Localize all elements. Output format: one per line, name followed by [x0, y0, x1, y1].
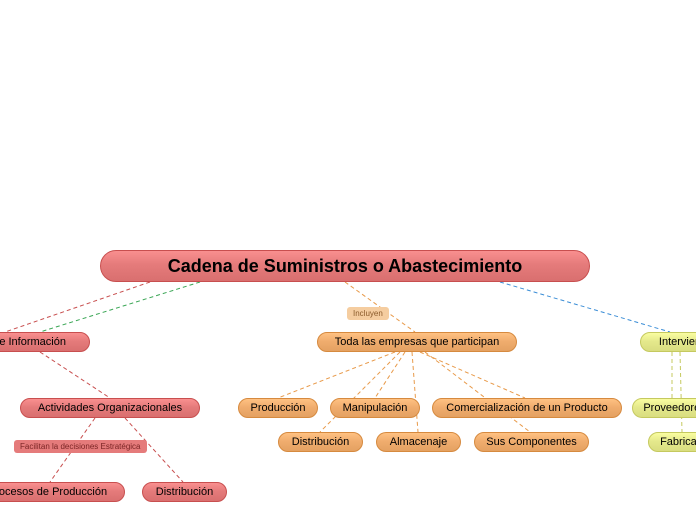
node-label-procesos: Procesos de Producción: [0, 486, 107, 498]
node-almacenaje: Almacenaje: [376, 432, 461, 452]
node-componentes: Sus Componentes: [474, 432, 589, 452]
node-label-actividades: Actividades Organizacionales: [38, 402, 182, 414]
node-proveedores: Proveedores: [632, 398, 696, 418]
node-actividades: Actividades Organizacionales: [20, 398, 200, 418]
node-produccion: Producción: [238, 398, 318, 418]
node-distribucion2: Distribución: [142, 482, 227, 502]
node-label-flujo: o de Información: [0, 336, 66, 348]
label-facilitan: Facilitan la decisiones Estratégica: [14, 440, 147, 453]
node-fabricante: Fabricant: [648, 432, 696, 452]
node-comercializacion: Comercialización de un Producto: [432, 398, 622, 418]
node-label-intervienen: Intervien: [659, 336, 696, 348]
node-main: Cadena de Suministros o Abastecimiento: [100, 250, 590, 282]
node-label-empresas: Toda las empresas que participan: [335, 336, 499, 348]
node-label-comercializacion: Comercialización de un Producto: [446, 402, 607, 414]
node-label-manipulacion: Manipulación: [343, 402, 408, 414]
node-manipulacion: Manipulación: [330, 398, 420, 418]
label-text-incluyen: Incluyen: [353, 309, 383, 318]
label-incluyen: Incluyen: [347, 307, 389, 320]
node-empresas: Toda las empresas que participan: [317, 332, 517, 352]
node-label-distribucion1: Distribución: [292, 436, 349, 448]
node-flujo: o de Información: [0, 332, 90, 352]
node-label-fabricante: Fabricant: [660, 436, 696, 448]
node-label-proveedores: Proveedores: [643, 402, 696, 414]
node-label-produccion: Producción: [250, 402, 305, 414]
label-text-facilitan: Facilitan la decisiones Estratégica: [20, 442, 141, 451]
node-label-componentes: Sus Componentes: [486, 436, 577, 448]
node-label-main: Cadena de Suministros o Abastecimiento: [168, 256, 522, 277]
node-label-almacenaje: Almacenaje: [390, 436, 447, 448]
node-label-distribucion2: Distribución: [156, 486, 213, 498]
node-intervienen: Intervien: [640, 332, 696, 352]
node-distribucion1: Distribución: [278, 432, 363, 452]
node-procesos: Procesos de Producción: [0, 482, 125, 502]
